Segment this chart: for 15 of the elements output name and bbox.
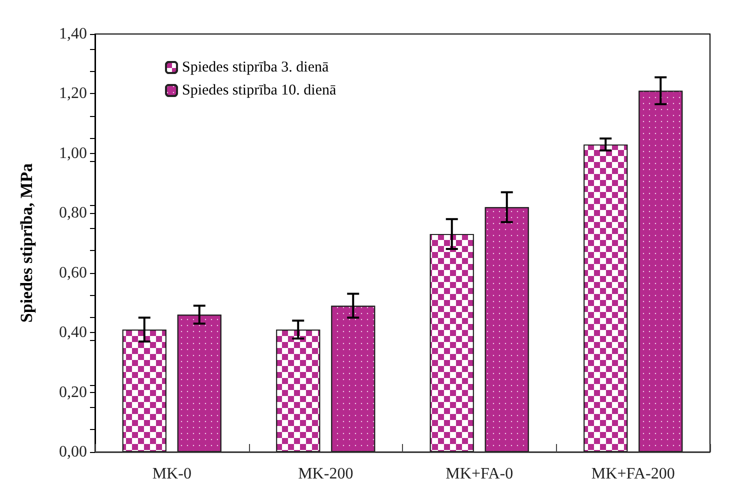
y-tick-label: 0,40: [59, 324, 87, 342]
y-tick-label: 0,80: [59, 204, 87, 222]
y-tick-label: 0,60: [59, 264, 87, 282]
y-tick-label: 1,00: [59, 144, 87, 162]
y-tick-label: 1,20: [59, 85, 87, 102]
y-tick-label: 0,20: [59, 384, 87, 401]
x-tick-label: MK-200: [298, 466, 354, 482]
x-tick-label: MK+FA-200: [591, 466, 675, 482]
y-axis-title: Spiedes stiprība, MPa: [17, 162, 36, 323]
legend-label: Spiedes stiprība 10. dienā: [182, 82, 336, 98]
x-tick-label: MK+FA-0: [446, 466, 514, 482]
x-tick-label: MK-0: [152, 466, 192, 482]
y-tick-label: 0,00: [59, 444, 87, 460]
y-tick-label: 1,40: [59, 26, 87, 42]
legend-label: Spiedes stiprība 3. dienā: [182, 60, 329, 76]
